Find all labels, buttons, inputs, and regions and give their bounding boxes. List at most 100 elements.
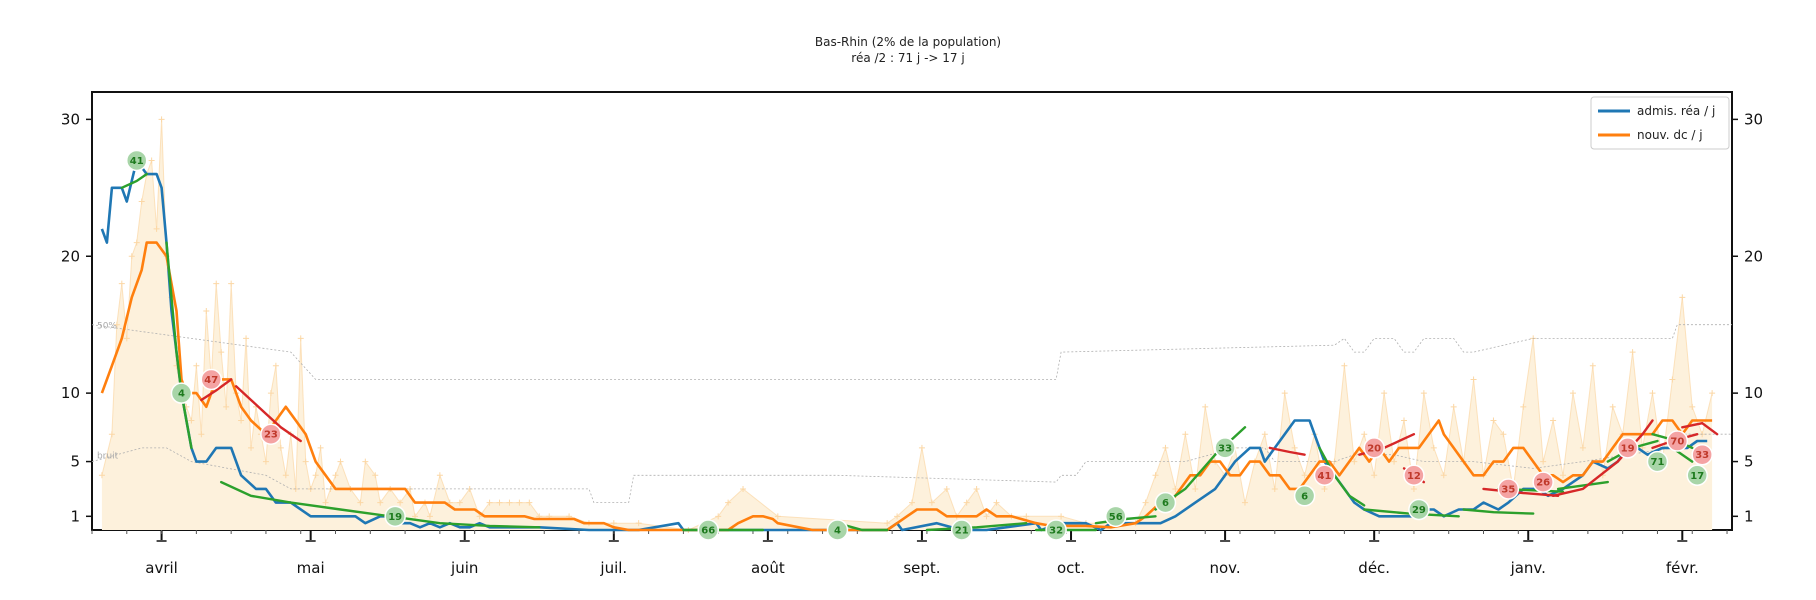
- noise-marker: [1550, 417, 1557, 424]
- noise-marker: [218, 349, 225, 356]
- noise-marker: [317, 444, 324, 451]
- noise-marker: [456, 499, 463, 506]
- annotation-label: 6: [1301, 491, 1308, 502]
- annotation-label: 41: [130, 156, 144, 167]
- noise-marker: [113, 321, 120, 328]
- trend-segment: [1318, 446, 1366, 507]
- y-tick-label-right: 5: [1744, 453, 1754, 471]
- noise-marker: [1579, 444, 1586, 451]
- annotation-badge: [1686, 464, 1708, 486]
- noise-marker: [1420, 390, 1427, 397]
- annotation-label: 4: [834, 526, 841, 537]
- noise-marker: [138, 198, 145, 205]
- noise-marker: [943, 485, 950, 492]
- series-line-1: [100, 241, 1713, 532]
- noise-marker: [198, 431, 205, 438]
- annotation-badge: [1214, 437, 1236, 459]
- annotation-badge: [384, 505, 406, 528]
- noise-marker: [1520, 403, 1527, 410]
- noise-marker: [133, 239, 140, 246]
- noise-marker: [496, 499, 503, 506]
- legend-label-rea: admis. réa / j: [1637, 104, 1715, 118]
- noise-marker: [1709, 390, 1716, 397]
- noise-marker: [98, 472, 105, 479]
- noise-marker: [610, 520, 617, 527]
- annotation-badge: [260, 423, 282, 445]
- noise-marker: [1142, 499, 1149, 506]
- noise-marker: [1381, 390, 1388, 397]
- annotation-badge: [170, 382, 193, 404]
- x-tick-label: févr.: [1666, 559, 1699, 577]
- noise-marker: [158, 116, 165, 123]
- noise-marker: [1261, 431, 1268, 438]
- noise-marker: [1202, 403, 1209, 410]
- x-tick-label: déc.: [1358, 559, 1390, 577]
- noise-marker: [918, 444, 925, 451]
- x-tick-label: oct.: [1057, 559, 1085, 577]
- noise-marker: [337, 458, 344, 465]
- trend-segment: [234, 385, 302, 443]
- chart-title: Bas-Rhin (2% de la population): [815, 35, 1001, 49]
- trend-segment: [1268, 446, 1306, 456]
- noise-marker: [1241, 499, 1248, 506]
- noise-marker: [188, 417, 195, 424]
- noise-marker: [277, 444, 284, 451]
- annotation-badge: [697, 519, 719, 541]
- annotation-badge: [1363, 437, 1385, 459]
- trend-segment: [1551, 419, 1654, 497]
- annotation-label: 66: [701, 526, 715, 537]
- band-upper-line: [91, 324, 1732, 380]
- noise-marker: [1649, 390, 1656, 397]
- annotation-badge: [1045, 519, 1067, 541]
- annotation-badge: [1616, 437, 1639, 459]
- noise-marker: [1679, 294, 1686, 301]
- noise-marker: [983, 513, 990, 520]
- trend-segment: [220, 480, 541, 529]
- noise-marker: [322, 499, 329, 506]
- annotation-label: 56: [1109, 512, 1123, 523]
- chart-subtitle: réa /2 : 71 j -> 17 j: [851, 51, 964, 65]
- noise-marker: [1470, 376, 1477, 383]
- noise-marker: [1450, 403, 1457, 410]
- y-tick-label-right: 1: [1744, 507, 1754, 525]
- noise-marker: [213, 280, 220, 287]
- annotation-label: 33: [1695, 450, 1709, 461]
- noise-marker: [302, 458, 309, 465]
- noise-marker: [1401, 417, 1407, 424]
- noise-marker: [412, 513, 419, 520]
- noise-marker: [108, 431, 115, 438]
- annotation-label: 19: [1621, 443, 1635, 454]
- legend: admis. réa / j nouv. dc / j: [1590, 96, 1730, 150]
- noise-marker: [1301, 472, 1308, 479]
- annotation-label: 23: [264, 430, 278, 441]
- annotation-label: 33: [1218, 443, 1232, 454]
- x-tick-label: nov.: [1210, 559, 1241, 577]
- y-tick-label-left: 5: [70, 453, 80, 471]
- y-tick-label-left: 30: [61, 110, 80, 128]
- annotation-badge: [826, 519, 849, 541]
- noise-marker: [357, 499, 364, 506]
- noise-marker: [282, 472, 289, 479]
- noise-marker: [436, 472, 443, 479]
- annotation-label: 4: [178, 389, 185, 400]
- annotation-badge: [1691, 443, 1713, 466]
- noise-marker: [506, 499, 513, 506]
- annotation-badge: [200, 368, 223, 391]
- annotation-badge: [125, 149, 148, 172]
- annotation-label: 20: [1367, 443, 1381, 454]
- noise-marker: [894, 513, 901, 520]
- noise-marker: [973, 485, 980, 492]
- x-tick-label: avril: [145, 559, 178, 577]
- noise-marker: [715, 513, 722, 520]
- noise-marker: [884, 520, 891, 527]
- trend-segment: [1556, 480, 1609, 491]
- noise-marker: [1291, 444, 1298, 451]
- noise-marker: [397, 499, 404, 506]
- noise-marker: [248, 444, 255, 451]
- noise-marker: [963, 499, 970, 506]
- noise-marker: [1560, 472, 1567, 479]
- noise-marker: [203, 308, 210, 314]
- noise-marker: [1540, 458, 1547, 465]
- band-lower-line: [91, 433, 1732, 503]
